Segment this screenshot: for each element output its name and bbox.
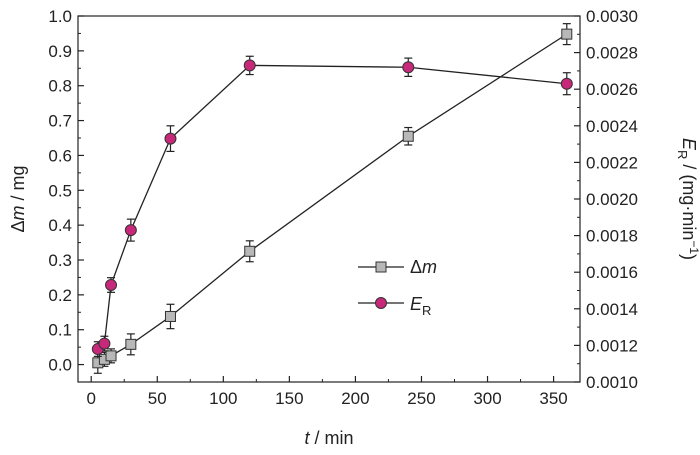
legend: Δm ER (358, 257, 437, 318)
right-y-tick-label: 0.0016 (586, 263, 638, 282)
point-delta-m (561, 28, 573, 40)
left-y-tick-label: 0.7 (48, 112, 72, 131)
x-tick-label: 300 (473, 389, 501, 408)
left-y-axis: 0.0 0.1 0.2 0.3 0.4 0.5 0.6 0.7 0.8 0.9 1.0 (48, 7, 84, 375)
point-er (164, 132, 177, 145)
point-delta-m (125, 338, 137, 350)
x-tick-label: 100 (209, 389, 237, 408)
legend-marker-er (375, 297, 387, 309)
right-y-tick-label: 0.0022 (586, 153, 638, 172)
point-delta-m (105, 350, 117, 362)
x-axis: 0 50 100 150 200 250 300 350 (86, 376, 568, 408)
right-y-tick-label: 0.0018 (586, 227, 638, 246)
point-er (560, 77, 573, 90)
right-y-tick-label: 0.0014 (586, 300, 638, 319)
plot-frame (77, 15, 581, 383)
left-y-tick-label: 0.5 (48, 181, 72, 200)
left-y-tick-label: 0.8 (48, 77, 72, 96)
legend-label-delta-m: Δm (410, 257, 437, 277)
series-layer (91, 23, 573, 374)
right-y-tick-label: 0.0012 (586, 336, 638, 355)
x-tick-label: 350 (539, 389, 567, 408)
x-axis-label: t / min (304, 428, 353, 448)
left-y-tick-label: 0.2 (48, 286, 72, 305)
right-y-tick-label: 0.0020 (586, 190, 638, 209)
right-y-tick-label: 0.0010 (586, 373, 638, 392)
left-y-tick-label: 1.0 (48, 7, 72, 26)
right-y-tick-label: 0.0026 (586, 80, 638, 99)
point-er (243, 59, 256, 72)
left-y-tick-label: 0.9 (48, 42, 72, 61)
x-tick-label: 150 (275, 389, 303, 408)
x-tick-label: 50 (148, 389, 167, 408)
x-tick-label: 250 (407, 389, 435, 408)
x-tick-label: 200 (341, 389, 369, 408)
point-er (105, 279, 118, 292)
legend-label-er: ER (410, 294, 431, 318)
point-delta-m (164, 310, 176, 322)
x-tick-label: 0 (86, 389, 95, 408)
left-y-tick-label: 0.0 (48, 356, 72, 375)
right-y-tick-label: 0.0024 (586, 117, 638, 136)
legend-marker-delta-m (375, 261, 387, 273)
left-y-tick-label: 0.3 (48, 251, 72, 270)
left-y-tick-label: 0.4 (48, 216, 72, 235)
left-y-tick-label: 0.1 (48, 321, 72, 340)
point-er (98, 337, 111, 350)
point-er (124, 224, 137, 237)
point-er (402, 61, 415, 74)
right-y-axis: 0.0010 0.0012 0.0014 0.0016 0.0018 0.0020 0.00… (574, 7, 638, 392)
right-y-tick-label: 0.0030 (586, 7, 638, 26)
point-delta-m (244, 245, 256, 257)
point-delta-m (402, 130, 414, 142)
series-line-er (97, 64, 567, 350)
right-y-axis-label: ER / (mg·min−1) (675, 138, 700, 260)
left-y-axis-label: Δm / mg (8, 165, 28, 232)
left-y-tick-label: 0.6 (48, 146, 72, 165)
right-y-tick-label: 0.0028 (586, 44, 638, 63)
